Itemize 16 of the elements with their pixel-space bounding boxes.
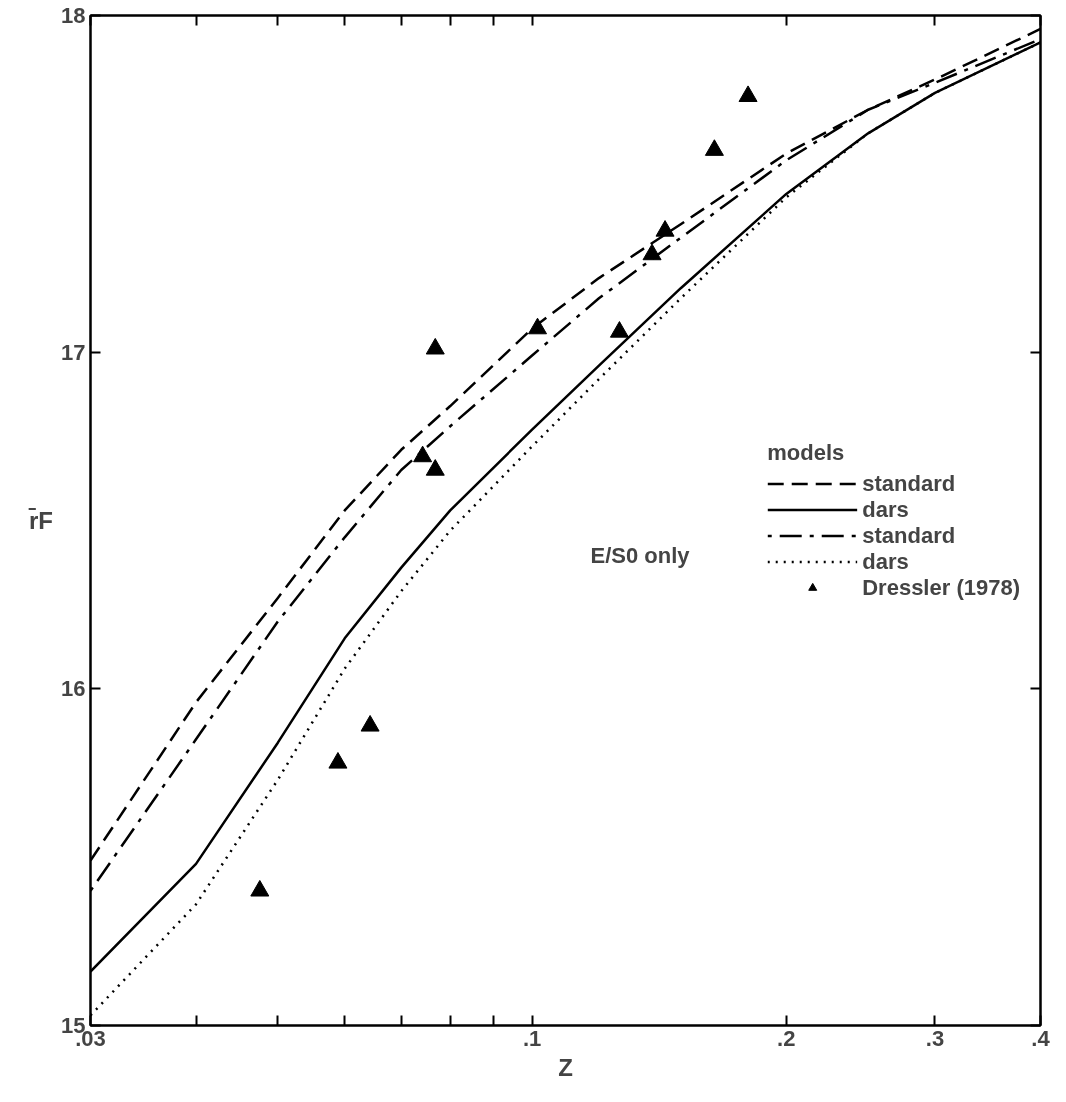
x-tick-label: .1 bbox=[522, 1025, 542, 1051]
legend-label: Dressler (1978) bbox=[862, 574, 1020, 601]
legend-label: standard bbox=[862, 522, 956, 549]
annotation: E/S0 only bbox=[590, 542, 691, 568]
y-tick-label: 18 bbox=[61, 3, 86, 28]
legend-label: dars bbox=[862, 548, 909, 575]
legend-label: standard bbox=[862, 470, 956, 497]
x-tick-label: .4 bbox=[1031, 1025, 1051, 1051]
y-tick-label: 16 bbox=[61, 676, 86, 702]
x-tick-label: .3 bbox=[925, 1025, 945, 1051]
legend-title: models bbox=[767, 439, 846, 466]
y-tick-label: 17 bbox=[61, 339, 86, 365]
y-axis-title: r̄F bbox=[28, 507, 54, 534]
x-axis-title: Z bbox=[558, 1053, 573, 1081]
x-tick-label: .2 bbox=[777, 1025, 796, 1051]
legend-label: dars bbox=[862, 496, 909, 523]
